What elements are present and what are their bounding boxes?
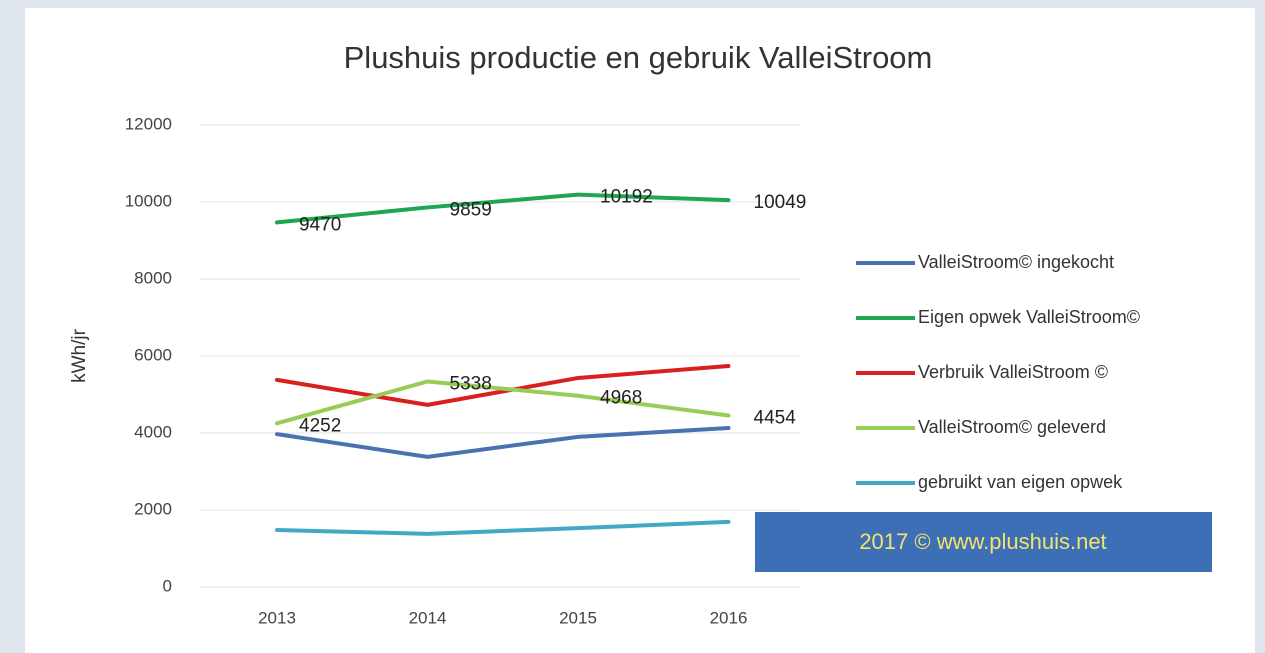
data-label: 9859 <box>450 199 492 220</box>
y-tick-label: 10000 <box>125 191 172 210</box>
watermark: 2017 © www.plushuis.net <box>859 529 1106 554</box>
watermark-box <box>755 512 1212 572</box>
series-line <box>275 379 731 426</box>
chart-title: Plushuis productie en gebruik ValleiStro… <box>344 40 933 75</box>
data-label: 10192 <box>600 187 653 208</box>
legend-label: Eigen opwek ValleiStroom© <box>918 307 1140 327</box>
data-label: 4454 <box>754 408 797 429</box>
series-line <box>275 364 731 407</box>
x-tick-label: 2014 <box>409 608 447 627</box>
data-label: 4968 <box>600 388 642 409</box>
legend-label: gebruikt van eigen opwek <box>918 472 1123 492</box>
y-axis-label: kWh/jr <box>69 328 90 383</box>
y-tick-label: 4000 <box>134 422 172 441</box>
data-label: 9470 <box>299 214 341 235</box>
x-tick-label: 2016 <box>710 608 748 627</box>
series-line <box>275 519 731 536</box>
x-tick-label: 2015 <box>559 608 597 627</box>
legend-label: ValleiStroom© ingekocht <box>918 252 1114 272</box>
series-line <box>275 192 731 225</box>
legend-label: ValleiStroom© geleverd <box>918 417 1106 437</box>
y-tick-label: 12000 <box>125 114 172 133</box>
data-label: 5338 <box>450 374 492 395</box>
data-label: 10049 <box>754 192 807 213</box>
y-tick-label: 2000 <box>134 499 172 518</box>
y-tick-label: 8000 <box>134 268 172 287</box>
series-line <box>275 425 731 459</box>
legend-label: Verbruik ValleiStroom © <box>918 362 1108 382</box>
x-tick-label: 2013 <box>258 608 296 627</box>
data-label: 4252 <box>299 415 341 436</box>
y-tick-label: 6000 <box>134 345 172 364</box>
y-tick-label: 0 <box>163 576 172 595</box>
